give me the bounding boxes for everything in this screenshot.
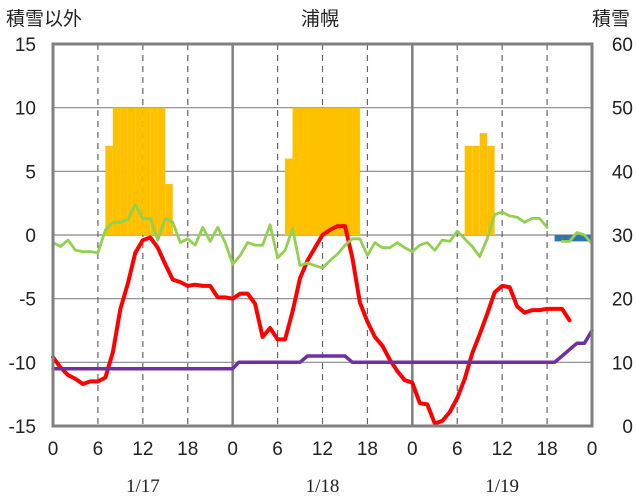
x-tick-label: 0 <box>587 439 598 460</box>
x-tick-label: 0 <box>227 439 238 460</box>
right-y-tick-label: 60 <box>612 35 633 56</box>
left-axis-title: 積雪以外 <box>6 8 82 30</box>
left-y-tick-label: 5 <box>25 162 36 183</box>
snowfall-bar <box>554 235 563 242</box>
precipitation-bar <box>165 184 173 235</box>
left-y-tick-label: -15 <box>9 417 36 438</box>
date-label: 1/17 <box>126 476 160 497</box>
precipitation-bar <box>105 145 113 235</box>
precipitation-bar <box>464 145 473 235</box>
precipitation-bar <box>120 107 128 235</box>
x-tick-label: 6 <box>93 439 104 460</box>
precipitation-bar <box>127 107 136 235</box>
date-label: 1/18 <box>306 476 340 497</box>
left-y-tick-label: -5 <box>19 290 36 311</box>
x-tick-label: 0 <box>48 439 59 460</box>
precipitation-bar <box>337 107 345 235</box>
precipitation-bar <box>157 107 166 235</box>
precipitation-bar <box>135 107 143 235</box>
precipitation-bar <box>344 107 353 235</box>
x-tick-label: 18 <box>537 439 558 460</box>
precipitation-bar <box>300 107 308 235</box>
x-tick-label: 18 <box>357 439 378 460</box>
right-y-tick-label: 0 <box>622 417 633 438</box>
precipitation-bar <box>142 107 151 235</box>
date-label: 1/19 <box>485 476 519 497</box>
right-axis-title: 積雪 <box>592 8 630 30</box>
left-y-tick-label: -10 <box>9 353 36 374</box>
precipitation-bar <box>285 158 293 235</box>
right-y-tick-label: 50 <box>612 99 633 120</box>
temperature-line <box>51 224 572 426</box>
left-y-tick-label: 15 <box>15 35 36 56</box>
x-tick-label: 6 <box>272 439 283 460</box>
precipitation-bar <box>150 107 158 235</box>
precipitation-bar <box>322 107 330 235</box>
x-tick-label: 12 <box>492 439 513 460</box>
x-tick-label: 12 <box>132 439 153 460</box>
precipitation-bar <box>352 107 360 235</box>
line-series <box>51 203 594 426</box>
right-y-tick-label: 10 <box>612 353 633 374</box>
precipitation-bar <box>472 145 480 235</box>
left-y-tick-label: 0 <box>25 226 36 247</box>
chart-title: 浦幌 <box>301 8 339 30</box>
plot-frame <box>51 42 594 428</box>
right-y-tick-label: 20 <box>612 290 633 311</box>
precipitation-bar <box>315 107 323 235</box>
x-tick-label: 18 <box>177 439 198 460</box>
bar-series <box>105 107 592 242</box>
precipitation-bar <box>112 107 121 235</box>
precipitation-bar <box>307 107 316 235</box>
left-y-tick-label: 10 <box>15 99 36 120</box>
precipitation-bar <box>292 107 301 235</box>
snowfall-bar <box>577 235 585 242</box>
x-tick-label: 6 <box>452 439 463 460</box>
wind-line <box>51 203 594 270</box>
snow_depth-line <box>51 328 594 371</box>
snowfall-bar <box>562 235 570 242</box>
precipitation-bar <box>479 133 488 235</box>
right-y-tick-label: 40 <box>612 162 633 183</box>
precipitation-bar <box>487 145 495 235</box>
x-tick-label: 12 <box>312 439 333 460</box>
precipitation-bar <box>329 107 338 235</box>
x-tick-label: 0 <box>407 439 418 460</box>
right-y-tick-label: 30 <box>612 226 633 247</box>
